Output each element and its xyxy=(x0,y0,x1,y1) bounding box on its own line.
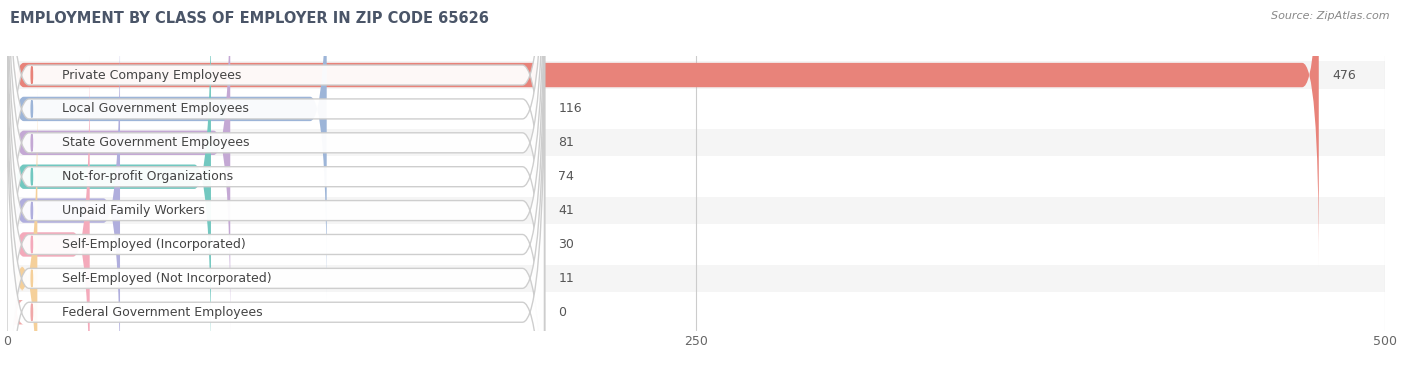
FancyBboxPatch shape xyxy=(0,121,24,376)
FancyBboxPatch shape xyxy=(0,231,1399,258)
Text: State Government Employees: State Government Employees xyxy=(62,136,250,149)
FancyBboxPatch shape xyxy=(7,0,544,376)
Text: Not-for-profit Organizations: Not-for-profit Organizations xyxy=(62,170,233,183)
FancyBboxPatch shape xyxy=(7,20,120,376)
Text: 116: 116 xyxy=(558,102,582,115)
Text: 476: 476 xyxy=(1333,68,1357,82)
FancyBboxPatch shape xyxy=(7,0,544,376)
Text: 74: 74 xyxy=(558,170,574,183)
FancyBboxPatch shape xyxy=(7,51,544,376)
Text: Unpaid Family Workers: Unpaid Family Workers xyxy=(62,204,205,217)
Text: Self-Employed (Not Incorporated): Self-Employed (Not Incorporated) xyxy=(62,272,271,285)
Text: Private Company Employees: Private Company Employees xyxy=(62,68,242,82)
Text: Local Government Employees: Local Government Employees xyxy=(62,102,249,115)
FancyBboxPatch shape xyxy=(7,0,1319,266)
Text: 41: 41 xyxy=(558,204,574,217)
Text: 81: 81 xyxy=(558,136,574,149)
FancyBboxPatch shape xyxy=(7,17,544,376)
FancyBboxPatch shape xyxy=(0,197,1399,224)
Text: Self-Employed (Incorporated): Self-Employed (Incorporated) xyxy=(62,238,246,251)
FancyBboxPatch shape xyxy=(0,96,1399,123)
Text: 30: 30 xyxy=(558,238,574,251)
FancyBboxPatch shape xyxy=(7,0,544,336)
FancyBboxPatch shape xyxy=(7,0,544,370)
FancyBboxPatch shape xyxy=(0,62,1399,89)
FancyBboxPatch shape xyxy=(7,87,38,376)
Text: 0: 0 xyxy=(558,306,567,319)
FancyBboxPatch shape xyxy=(0,129,1399,156)
FancyBboxPatch shape xyxy=(0,265,1399,292)
FancyBboxPatch shape xyxy=(7,0,326,300)
Text: Source: ZipAtlas.com: Source: ZipAtlas.com xyxy=(1271,11,1389,21)
FancyBboxPatch shape xyxy=(0,299,1399,326)
Text: Federal Government Employees: Federal Government Employees xyxy=(62,306,263,319)
FancyBboxPatch shape xyxy=(0,163,1399,190)
FancyBboxPatch shape xyxy=(7,53,90,376)
Text: EMPLOYMENT BY CLASS OF EMPLOYER IN ZIP CODE 65626: EMPLOYMENT BY CLASS OF EMPLOYER IN ZIP C… xyxy=(10,11,489,26)
FancyBboxPatch shape xyxy=(7,0,544,376)
FancyBboxPatch shape xyxy=(7,0,231,334)
Text: 11: 11 xyxy=(558,272,574,285)
FancyBboxPatch shape xyxy=(7,0,544,376)
FancyBboxPatch shape xyxy=(7,0,211,368)
